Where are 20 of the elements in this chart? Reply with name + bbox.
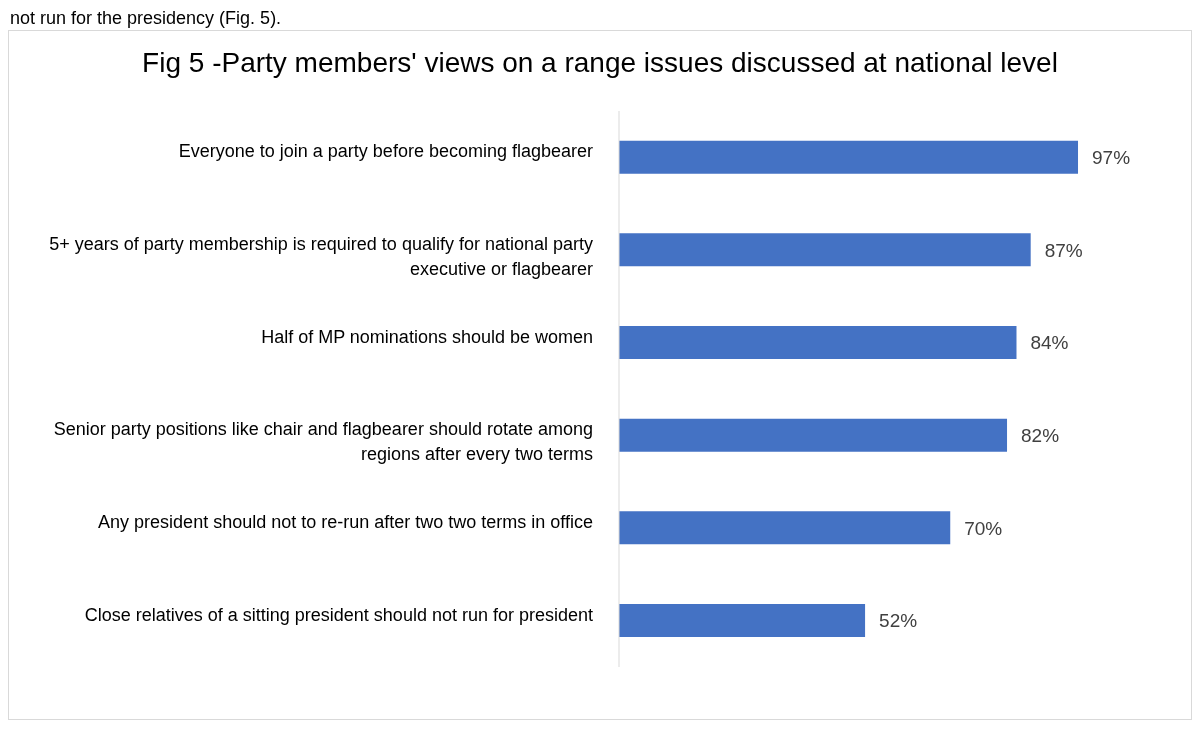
bar [619, 325, 1017, 359]
bar [619, 418, 1008, 452]
data-label: 97% [1092, 146, 1131, 168]
text: not run for the presidency (Fig. 5). [10, 8, 283, 28]
bar [619, 511, 951, 545]
data-label: 87% [1044, 239, 1083, 261]
y-tick-label: Senior party positions like chair and flagbearer should rotate among regions after every two terms [53, 419, 593, 465]
data-label: 84% [1030, 332, 1069, 354]
data-label: 52% [879, 610, 918, 632]
bar [619, 233, 1031, 267]
bar [619, 140, 1079, 174]
y-tick-label: Any president should not to re-run after two two terms in office [98, 512, 593, 532]
chart-title: Fig 5 -Party members' views on a range issues discussed at national level [141, 46, 1059, 80]
data-label: 70% [964, 517, 1003, 539]
y-tick-label: Close relatives of a sitting president should not run for president [84, 604, 593, 625]
y-tick-label: 5+ years of party membership is required to qualify for national party executive or flagbearer [49, 234, 593, 279]
y-tick-label: Everyone to join a party before becoming flagbearer [178, 141, 593, 162]
y-tick-label: Half of MP nominations should be women [261, 326, 593, 347]
data-label: 82% [1021, 424, 1060, 446]
bar [619, 603, 866, 637]
